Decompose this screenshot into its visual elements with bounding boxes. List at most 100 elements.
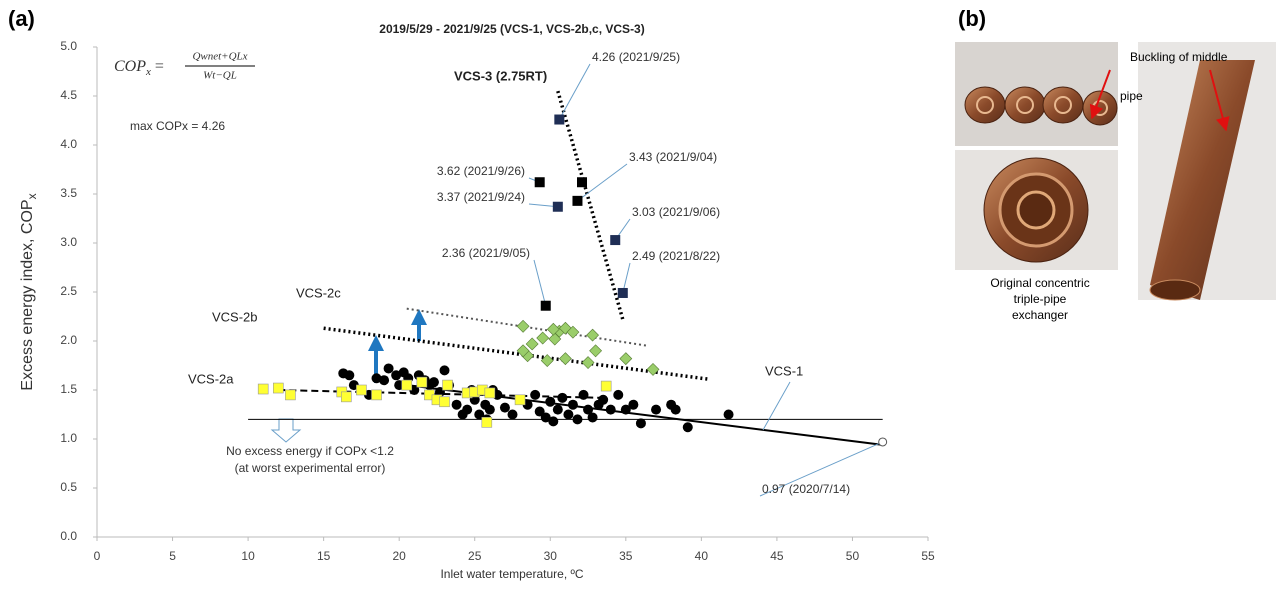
data-label: 2.36 (2021/9/05) [442,246,530,260]
fit-label: VCS-2b [212,309,258,324]
data-point [554,115,564,125]
data-point [356,385,366,395]
buckled-pipe-end [1150,280,1200,300]
data-point [563,410,573,420]
data-point [535,177,545,187]
leader-line [559,64,590,120]
data-point [671,405,681,415]
formula-lhs: COPx = [114,58,164,78]
data-point [618,288,628,298]
data-point [582,357,594,369]
data-label: 3.03 (2021/9/06) [632,205,720,219]
x-tick-label: 45 [770,549,784,563]
data-point [613,390,623,400]
data-point [601,381,611,391]
x-tick-label: 30 [544,549,558,563]
y-axis-label-main: Excess energy index, COP [19,199,36,390]
data-label: 3.43 (2021/9/04) [629,150,717,164]
x-tick-label: 10 [241,549,255,563]
formula: COPx = Qwnet+QLx Wt−QL [114,51,255,82]
y-tick-label: 3.0 [60,235,77,249]
data-point [417,377,427,387]
y-axis-label-sub: x [25,193,39,199]
data-point [429,377,439,387]
threshold-label: No excess energy if COPx <1.2 [226,444,394,458]
formula-numerator: Qwnet+QLx [192,51,247,63]
data-point [462,405,472,415]
photo-caption: triple-pipe [1014,292,1067,306]
data-point [628,400,638,410]
threshold-label: (at worst experimental error) [235,461,386,475]
data-point [517,320,529,332]
y-tick-label: 2.0 [60,333,77,347]
photo-caption: Original concentric [990,276,1089,290]
data-point [344,370,354,380]
down-arrow [272,419,300,442]
x-tick-label: 25 [468,549,482,563]
y-tick-label: 4.5 [60,88,77,102]
x-tick-label: 0 [94,549,101,563]
x-tick-label: 50 [846,549,860,563]
data-point [553,405,563,415]
data-label: 4.26 (2021/9/25) [592,50,680,64]
data-point [879,438,887,446]
data-point [545,397,555,407]
data-point [598,395,608,405]
data-point [541,301,551,311]
data-point [620,353,632,365]
photo-caption: exchanger [1012,308,1068,322]
data-point [636,418,646,428]
x-tick-label: 55 [921,549,935,563]
pipe-cross-section [1018,192,1054,228]
y-tick-label: 1.0 [60,431,77,445]
y-tick-label: 2.5 [60,284,77,298]
fit-label: VCS-1 [765,363,803,378]
data-point [526,338,538,350]
data-point [372,390,382,400]
data-point [557,393,567,403]
data-point [515,395,525,405]
data-point [440,397,450,407]
data-point [530,390,540,400]
data-label: 3.62 (2021/9/26) [437,164,525,178]
x-tick-label: 15 [317,549,331,563]
data-point [587,329,599,341]
fit-line [558,91,623,319]
chart-title: 2019/5/29 - 2021/9/25 (VCS-1, VCS-2b,c, … [379,22,644,36]
data-point [500,403,510,413]
data-point [572,196,582,206]
data-point [579,390,589,400]
data-point [577,177,587,187]
data-point [285,390,295,400]
data-point [683,422,693,432]
x-tick-label: 5 [169,549,176,563]
formula-lhs-main: COP [114,58,146,75]
max-note: max COPx = 4.26 [130,119,225,133]
formula-denominator: Wt−QL [203,70,237,82]
y-tick-label: 3.5 [60,186,77,200]
data-label: 3.37 (2021/9/24) [437,190,525,204]
data-point [440,365,450,375]
data-point [548,416,558,426]
fit-label: VCS-2a [188,371,234,386]
y-tick-label: 5.0 [60,39,77,53]
data-point [537,332,549,344]
data-point [452,400,462,410]
x-tick-label: 20 [393,549,407,563]
photo-caption: pipe [1120,89,1143,103]
data-label: 0.97 (2020/7/14) [762,482,850,496]
y-tick-label: 1.5 [60,382,77,396]
x-axis-label: Inlet water temperature, ºC [440,567,583,581]
panel-label: (a) [8,6,35,31]
formula-eq: = [151,58,164,75]
data-point [341,392,351,402]
data-point [590,345,602,357]
data-point [568,400,578,410]
y-tick-label: 4.0 [60,137,77,151]
y-tick-label: 0.5 [60,480,77,494]
leader-line [534,260,546,306]
data-point [553,202,563,212]
data-point [651,405,661,415]
fit-label: VCS-2c [296,285,341,300]
data-point [258,384,268,394]
